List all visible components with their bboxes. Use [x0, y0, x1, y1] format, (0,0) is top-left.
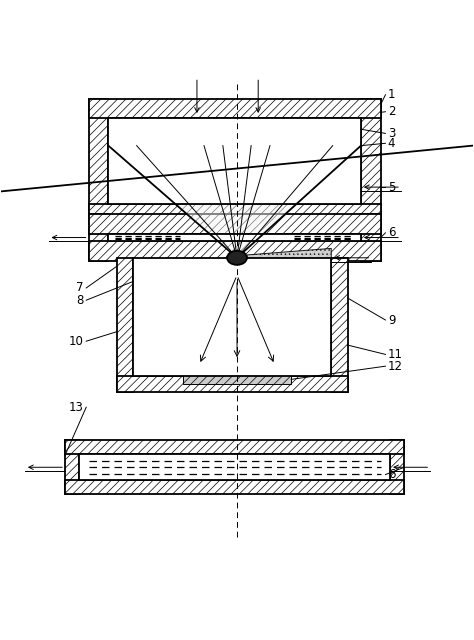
Bar [65, 440, 79, 494]
Text: 13: 13 [69, 401, 84, 413]
Bar [361, 214, 381, 261]
Bar [89, 214, 109, 261]
Bar [331, 258, 348, 392]
Bar [133, 258, 331, 376]
Text: 6: 6 [388, 468, 395, 481]
Text: 7: 7 [76, 282, 84, 294]
Bar [79, 454, 390, 480]
Ellipse shape [227, 251, 247, 265]
Bar [117, 376, 348, 392]
Bar [65, 440, 404, 454]
Polygon shape [109, 118, 361, 146]
Text: 2: 2 [388, 105, 395, 118]
Bar [65, 480, 404, 494]
Text: 11: 11 [388, 348, 403, 361]
Text: 5: 5 [388, 180, 395, 194]
Text: 3: 3 [388, 127, 395, 140]
Bar [183, 374, 291, 384]
Bar [109, 234, 361, 241]
Bar [117, 258, 133, 392]
Bar [109, 118, 361, 204]
Bar [89, 214, 381, 234]
Polygon shape [109, 146, 361, 258]
Text: 6: 6 [388, 227, 395, 239]
Text: 4: 4 [388, 137, 395, 150]
Bar [89, 99, 381, 118]
Polygon shape [183, 264, 291, 372]
Text: 8: 8 [76, 294, 84, 307]
Text: 10: 10 [69, 335, 84, 348]
Text: 1: 1 [388, 88, 395, 101]
Polygon shape [247, 248, 331, 268]
Text: 9: 9 [388, 314, 395, 326]
Bar [89, 99, 109, 223]
Bar [390, 440, 404, 494]
Text: 12: 12 [388, 360, 403, 372]
Bar [89, 204, 381, 223]
Bar [361, 99, 381, 223]
Bar [89, 241, 381, 261]
